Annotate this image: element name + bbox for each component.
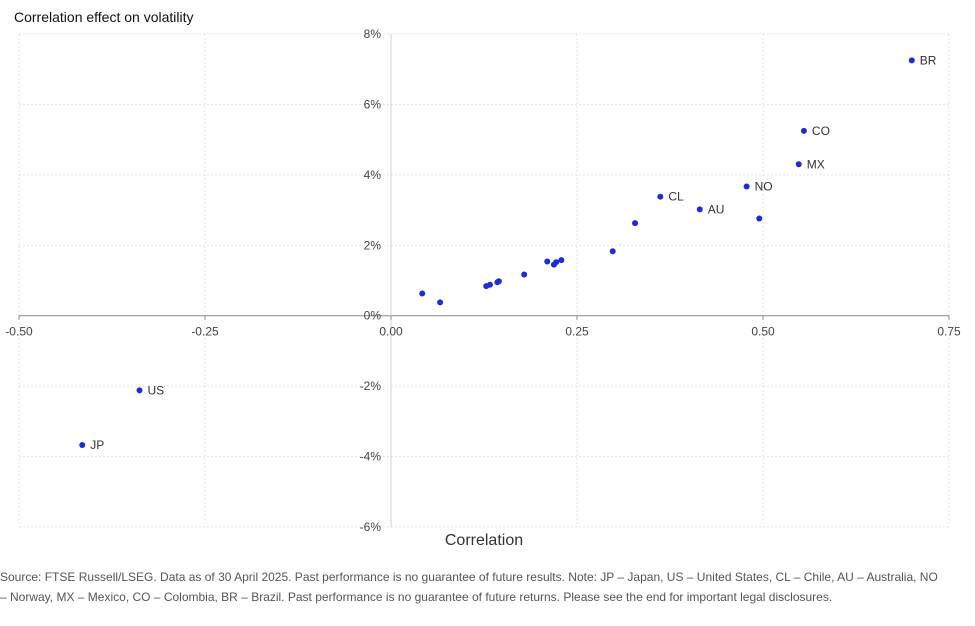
point-label: CO <box>812 124 830 138</box>
y-tick-label: 0% <box>364 309 382 323</box>
data-point <box>136 387 143 394</box>
scatter-chart: -0.50 -0.25 0.00 0.25 0.50 0.75 8% 6% 4% 2% 0% -2% -… <box>5 27 961 549</box>
data-point <box>800 127 807 134</box>
point-label: US <box>148 383 165 397</box>
y-tick-label: -2% <box>360 379 382 393</box>
footnote-line-2: – Norway, MX – Mexico, CO – Colombia, BR… <box>0 590 833 604</box>
data-point <box>544 258 551 265</box>
x-tick-label: -0.25 <box>191 325 219 339</box>
data-points <box>79 57 915 448</box>
y-tick-label: 2% <box>364 238 382 252</box>
y-tick-label: 8% <box>364 27 382 41</box>
data-point <box>908 57 915 64</box>
x-tick-label: -0.50 <box>5 325 33 339</box>
data-point <box>558 257 565 264</box>
y-tick-label: 6% <box>364 97 382 111</box>
data-point <box>657 193 664 200</box>
data-point <box>550 261 557 268</box>
data-point <box>632 220 639 227</box>
data-point <box>696 206 703 213</box>
x-tick-label: 0.50 <box>751 325 775 339</box>
point-label: JP <box>90 438 104 452</box>
y-tick-label: 4% <box>364 168 382 182</box>
x-tick-label: 0.25 <box>565 325 589 339</box>
data-point <box>756 215 763 222</box>
point-label: CL <box>668 190 684 204</box>
footnote-line-1: Source: FTSE Russell/LSEG. Data as of 30… <box>0 570 938 584</box>
axes <box>18 34 950 527</box>
data-point <box>743 183 750 190</box>
tick-labels: -0.50 -0.25 0.00 0.25 0.50 0.75 8% 6% 4% 2% 0% -2% -… <box>5 27 961 534</box>
data-point <box>437 299 444 306</box>
point-label: AU <box>708 202 725 216</box>
data-point <box>521 271 528 278</box>
x-tick-label: 0.00 <box>379 325 403 339</box>
source-footnote: Source: FTSE Russell/LSEG. Data as of 30… <box>0 567 975 607</box>
point-label: NO <box>755 179 773 193</box>
data-point <box>483 283 490 290</box>
data-point <box>494 279 501 286</box>
data-point <box>419 290 426 297</box>
data-point <box>795 161 802 168</box>
y-tick-label: -4% <box>360 450 382 464</box>
chart-title: Correlation effect on volatility <box>14 9 194 25</box>
data-point <box>79 441 86 448</box>
x-tick-label: 0.75 <box>937 325 961 339</box>
point-label: BR <box>920 53 937 67</box>
x-axis-label: Correlation <box>445 532 523 549</box>
data-point <box>609 248 616 255</box>
point-label: MX <box>807 157 825 171</box>
gridlines <box>18 33 950 528</box>
data-labels: BR CO MX NO CL AU US JP <box>90 53 937 452</box>
y-tick-label: -6% <box>360 520 382 534</box>
